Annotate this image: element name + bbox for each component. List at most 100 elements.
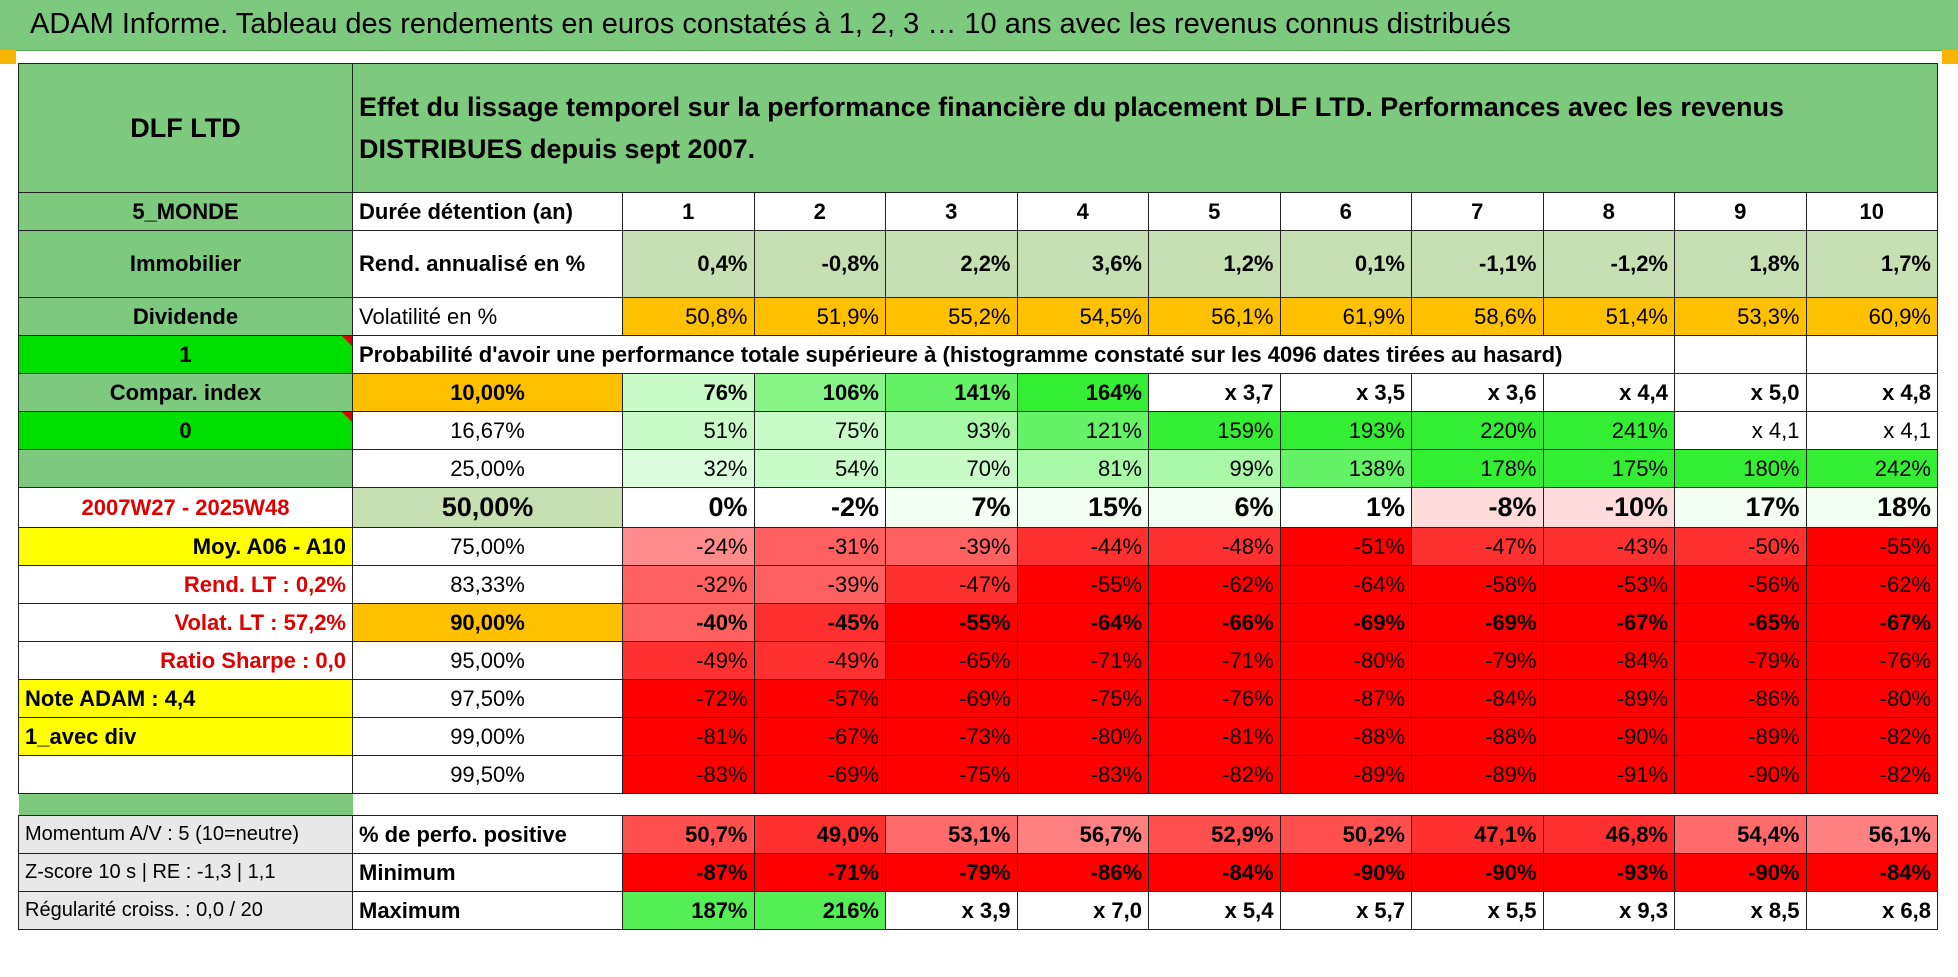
perf-value: 1% xyxy=(1279,487,1412,528)
quantile-label: 83,33% xyxy=(352,565,623,604)
income-label: Dividende xyxy=(18,297,353,336)
perf-value: 138% xyxy=(1279,449,1412,488)
vol-row: Dividende Volatilité en % 50,8% 51,9% 55,2… xyxy=(18,297,1938,336)
perf-value: -91% xyxy=(1542,755,1675,794)
perf-value: -69% xyxy=(1279,603,1412,642)
perf-value: x 4,1 xyxy=(1805,411,1938,450)
perf-value: -57% xyxy=(753,679,886,718)
quantile-label: 75,00% xyxy=(352,527,623,566)
perf-value: -89% xyxy=(1542,679,1675,718)
perf-value: -69% xyxy=(885,679,1018,718)
empty-green-cell xyxy=(18,449,353,488)
quantile-row: Ratio Sharpe : 0,0 95,00% -49% -49% -65% -71%… xyxy=(18,641,1938,680)
perf-value: 6% xyxy=(1148,487,1281,528)
rend-value: 1,7% xyxy=(1805,230,1938,298)
empty-cell xyxy=(18,755,353,794)
perf-value: -80% xyxy=(1805,679,1938,718)
perf-value: -80% xyxy=(1016,717,1149,756)
perf-value: 81% xyxy=(1016,449,1149,488)
perf-value: -69% xyxy=(753,755,886,794)
fund-description: Effet du lissage temporel sur la perform… xyxy=(352,63,1938,193)
perf-value: 241% xyxy=(1542,411,1675,450)
perf-value: -32% xyxy=(622,565,755,604)
year-header: 9 xyxy=(1674,192,1807,231)
perf-value: x 3,7 xyxy=(1148,373,1281,412)
vol-value: 50,8% xyxy=(622,297,755,336)
perf-value: -50% xyxy=(1674,527,1807,566)
stat-value: 52,9% xyxy=(1148,815,1281,854)
perf-value: -56% xyxy=(1674,565,1807,604)
period-label: 2007W27 - 2025W48 xyxy=(18,487,353,528)
vol-value: 60,9% xyxy=(1805,297,1938,336)
year-header: 2 xyxy=(753,192,886,231)
year-header: 7 xyxy=(1411,192,1544,231)
perf-value: -79% xyxy=(1674,641,1807,680)
perf-value: -82% xyxy=(1805,717,1938,756)
rend-value: 0,1% xyxy=(1279,230,1412,298)
perf-value: 32% xyxy=(622,449,755,488)
perf-value: 180% xyxy=(1674,449,1807,488)
perf-value: 7% xyxy=(885,487,1018,528)
perf-value: 242% xyxy=(1805,449,1938,488)
perf-value: -2% xyxy=(753,487,886,528)
stat-value: 54,4% xyxy=(1674,815,1807,854)
perf-value: -89% xyxy=(1411,755,1544,794)
year-header: 4 xyxy=(1016,192,1149,231)
perf-value: 220% xyxy=(1411,411,1544,450)
quantile-row: Moy. A06 - A10 75,00% -24% -31% -39% -44% -48%… xyxy=(18,527,1938,566)
flag-one: 1 xyxy=(18,335,353,374)
stat-value: 50,7% xyxy=(622,815,755,854)
header-row: DLF LTD Effet du lissage temporel sur la… xyxy=(18,63,1938,193)
perf-value: -81% xyxy=(622,717,755,756)
perf-value: -71% xyxy=(1016,641,1149,680)
year-header: 6 xyxy=(1279,192,1412,231)
quantile-label: 90,00% xyxy=(352,603,623,642)
perf-value: -76% xyxy=(1805,641,1938,680)
quantile-label: 99,00% xyxy=(352,717,623,756)
perf-value: -90% xyxy=(1542,717,1675,756)
stat-value: -93% xyxy=(1542,853,1675,892)
stat-value: 216% xyxy=(753,891,886,930)
perf-value: 164% xyxy=(1016,373,1149,412)
stat-value: -84% xyxy=(1805,853,1938,892)
perf-value: -24% xyxy=(622,527,755,566)
duree-label: Durée détention (an) xyxy=(352,192,623,231)
separator-green xyxy=(18,793,353,816)
stat-value: -84% xyxy=(1148,853,1281,892)
corner-marker-right xyxy=(1942,50,1958,64)
vol-value: 51,9% xyxy=(753,297,886,336)
perf-value: -82% xyxy=(1148,755,1281,794)
performance-table: DLF LTD Effet du lissage temporel sur la… xyxy=(18,63,1938,930)
perf-value: -49% xyxy=(753,641,886,680)
stat-value: 56,7% xyxy=(1016,815,1149,854)
quantile-row: Rend. LT : 0,2% 83,33% -32% -39% -47% -55% -62… xyxy=(18,565,1938,604)
perf-value: -83% xyxy=(1016,755,1149,794)
perf-value: -83% xyxy=(622,755,755,794)
flag-zero: 0 xyxy=(18,411,353,450)
perf-value: 70% xyxy=(885,449,1018,488)
note-label: Note ADAM : 4,4 xyxy=(18,679,353,718)
stat-value: 46,8% xyxy=(1542,815,1675,854)
moy-label: Moy. A06 - A10 xyxy=(18,527,353,566)
perf-value: -49% xyxy=(622,641,755,680)
rend-value: 0,4% xyxy=(622,230,755,298)
stat-value: x 9,3 xyxy=(1542,891,1675,930)
stat-value: x 3,9 xyxy=(885,891,1018,930)
rend-lt-label: Rend. LT : 0,2% xyxy=(18,565,353,604)
vol-value: 61,9% xyxy=(1279,297,1412,336)
perf-value: -69% xyxy=(1411,603,1544,642)
perf-value: x 3,6 xyxy=(1411,373,1544,412)
perf-value: -53% xyxy=(1542,565,1675,604)
perf-value: -84% xyxy=(1542,641,1675,680)
stat-value: 53,1% xyxy=(885,815,1018,854)
perf-value: -90% xyxy=(1674,755,1807,794)
quantile-label: 95,00% xyxy=(352,641,623,680)
rend-value: 1,2% xyxy=(1148,230,1281,298)
stat-value: x 5,7 xyxy=(1279,891,1412,930)
rend-value: -0,8% xyxy=(753,230,886,298)
div-label: 1_avec div xyxy=(18,717,353,756)
quantile-row: Note ADAM : 4,4 97,50% -72% -57% -69% -75% -76… xyxy=(18,679,1938,718)
empty-cell xyxy=(1805,335,1938,374)
proba-row: 1 Probabilité d'avoir une performance to… xyxy=(18,335,1938,374)
perf-value: 106% xyxy=(753,373,886,412)
